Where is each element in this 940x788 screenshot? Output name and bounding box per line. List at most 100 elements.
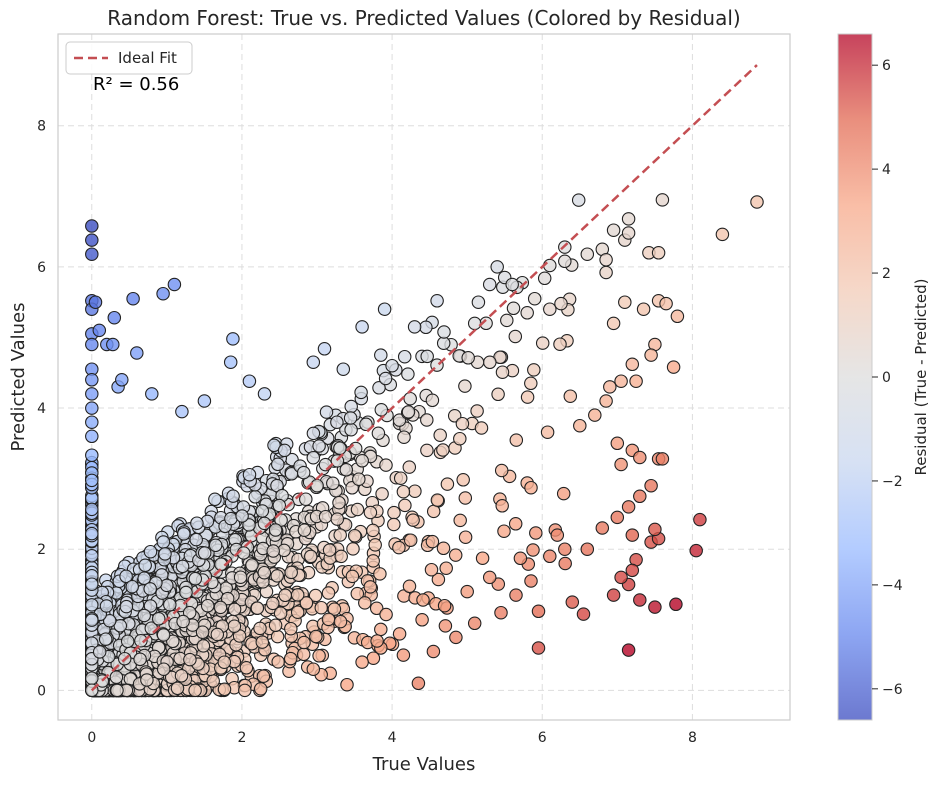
- data-point: [625, 563, 640, 578]
- data-point: [106, 337, 120, 352]
- data-point: [527, 363, 541, 377]
- data-point: [614, 457, 628, 472]
- data-point: [420, 349, 434, 364]
- y-tick-label: 2: [37, 542, 46, 558]
- data-point: [245, 558, 259, 572]
- data-point: [102, 613, 117, 628]
- data-point: [467, 616, 482, 631]
- data-point: [99, 599, 114, 613]
- data-point: [255, 635, 270, 649]
- data-point: [190, 516, 204, 530]
- data-point: [506, 301, 521, 316]
- colorbar-tick-label: 0: [882, 370, 891, 386]
- data-point: [494, 463, 509, 478]
- data-point: [196, 639, 211, 653]
- data-point: [278, 588, 292, 603]
- data-point: [554, 296, 568, 311]
- r-squared-annotation: R² = 0.56: [93, 74, 179, 95]
- data-point: [670, 309, 685, 324]
- legend-box: [65, 41, 193, 75]
- data-point: [355, 320, 369, 334]
- data-point: [253, 621, 267, 636]
- data-point: [416, 593, 430, 607]
- data-point: [599, 265, 613, 280]
- data-point: [355, 454, 369, 468]
- data-point: [460, 584, 474, 599]
- data-point: [197, 394, 212, 408]
- data-point: [107, 310, 122, 325]
- colorbar-tick-label: 2: [882, 266, 891, 282]
- colorbar-tick-label: 4: [882, 162, 891, 178]
- data-point: [310, 478, 324, 493]
- data-point: [482, 277, 497, 292]
- data-point: [224, 511, 238, 526]
- data-point: [227, 619, 242, 633]
- data-point: [284, 565, 298, 580]
- data-point: [85, 598, 99, 612]
- data-point: [370, 634, 384, 648]
- data-point: [195, 625, 210, 639]
- data-point: [347, 528, 362, 543]
- data-point: [151, 612, 166, 626]
- data-point: [290, 605, 305, 619]
- data-point: [85, 577, 99, 591]
- data-point: [163, 597, 177, 612]
- data-point: [277, 443, 292, 458]
- data-point: [458, 491, 473, 505]
- data-point: [396, 484, 411, 499]
- data-point: [580, 247, 595, 261]
- data-point: [374, 348, 388, 362]
- data-point: [359, 417, 373, 432]
- data-point: [134, 633, 148, 648]
- data-point: [392, 627, 407, 641]
- data-point: [170, 681, 185, 696]
- data-point: [176, 614, 190, 629]
- data-point: [309, 629, 323, 644]
- data-point: [379, 458, 393, 472]
- data-point: [156, 628, 171, 642]
- data-point: [158, 547, 172, 561]
- data-point: [606, 316, 621, 331]
- data-point: [306, 450, 321, 465]
- data-point: [537, 271, 552, 286]
- data-point: [343, 411, 358, 425]
- data-point: [621, 226, 636, 240]
- data-point: [340, 677, 354, 692]
- data-point: [355, 655, 369, 669]
- data-point: [419, 320, 433, 335]
- data-point: [524, 376, 538, 391]
- x-tick-label: 0: [87, 730, 96, 746]
- data-point: [475, 551, 490, 565]
- data-point: [461, 351, 475, 365]
- legend: Ideal Fit: [65, 41, 193, 75]
- data-point: [556, 486, 571, 501]
- data-point: [621, 212, 636, 226]
- data-point: [396, 648, 411, 662]
- data-point: [402, 579, 417, 594]
- x-tick-label: 2: [237, 730, 246, 746]
- data-point: [629, 374, 643, 388]
- data-point: [333, 614, 348, 629]
- data-point: [333, 528, 347, 542]
- data-point: [250, 601, 265, 615]
- data-point: [397, 430, 411, 444]
- data-point: [312, 439, 326, 453]
- data-point: [655, 452, 670, 466]
- data-point: [257, 387, 272, 401]
- data-point: [366, 554, 380, 568]
- data-point: [508, 517, 523, 531]
- data-point: [336, 362, 351, 376]
- data-point: [85, 401, 99, 415]
- data-point: [330, 512, 345, 526]
- data-point: [350, 502, 365, 517]
- data-point: [255, 504, 270, 518]
- data-point: [385, 358, 399, 373]
- data-point: [346, 542, 360, 556]
- data-point: [330, 415, 344, 429]
- data-point: [119, 569, 133, 584]
- data-point: [85, 526, 99, 541]
- data-point: [206, 674, 220, 688]
- data-point: [220, 591, 235, 606]
- data-point: [458, 379, 472, 393]
- data-point: [85, 247, 99, 261]
